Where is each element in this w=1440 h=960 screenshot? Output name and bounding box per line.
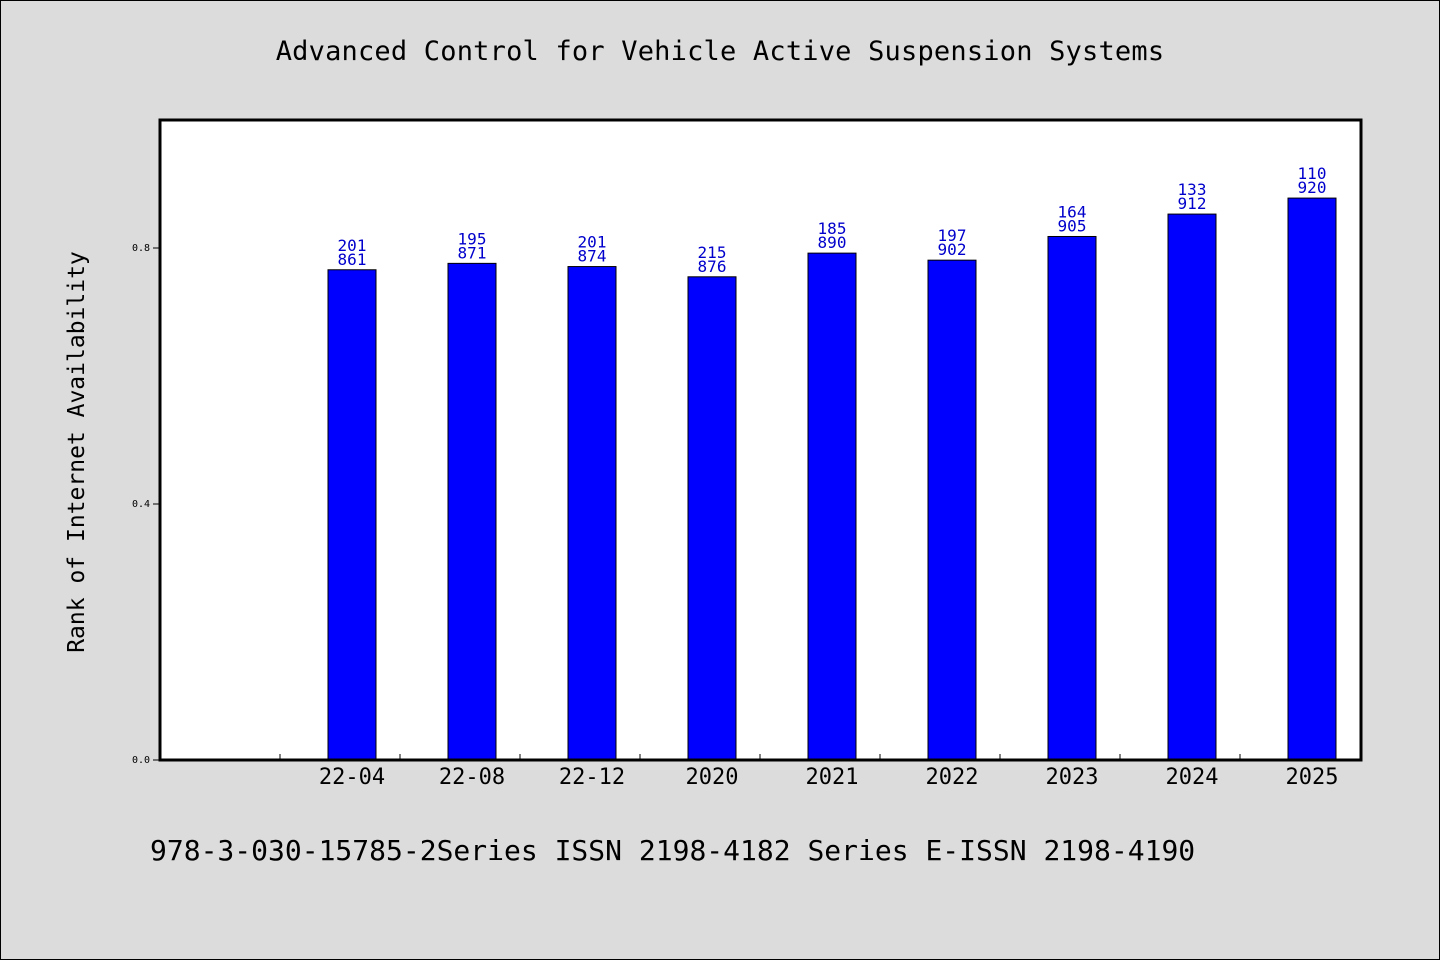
bar: [687, 276, 737, 761]
bar: [807, 252, 857, 761]
x-tick-label: 22-08: [439, 765, 505, 790]
data-label-top: 133: [1178, 180, 1207, 199]
x-tick-label: 2025: [1286, 765, 1339, 790]
data-label-top: 215: [698, 243, 727, 262]
chart-title: Advanced Control for Vehicle Active Susp…: [275, 36, 1165, 67]
bar: [1047, 235, 1097, 761]
data-label-top: 197: [938, 226, 967, 245]
plot-border: [158, 118, 1363, 762]
x-tick-label: 2024: [1166, 765, 1219, 790]
data-label-top: 201: [578, 233, 607, 252]
y-tick-label: 0.8: [132, 243, 150, 254]
x-tick-label: 2023: [1046, 765, 1099, 790]
bar: [567, 266, 617, 761]
data-label-bottom: 920: [1298, 178, 1327, 197]
x-tick-label: 2022: [926, 765, 979, 790]
x-tick-label: 22-12: [559, 765, 625, 790]
data-label-bottom: 876: [698, 257, 727, 276]
data-label-bottom: 874: [578, 247, 607, 266]
data-label-bottom: 890: [818, 233, 847, 252]
bar: [927, 259, 977, 761]
bar: [1167, 213, 1217, 761]
data-label-top: 201: [338, 236, 367, 255]
bar: [1287, 197, 1337, 761]
footer-text: 978-3-030-15785-2Series ISSN 2198-4182 S…: [150, 834, 1196, 867]
data-label-top: 195: [458, 229, 487, 248]
bar: [327, 269, 377, 761]
data-label-bottom: 861: [338, 250, 367, 269]
bar: [447, 262, 497, 761]
data-label-bottom: 912: [1178, 194, 1207, 213]
data-label-top: 110: [1298, 164, 1327, 183]
data-label-bottom: 902: [938, 240, 967, 259]
data-label-bottom: 905: [1058, 216, 1087, 235]
x-tick-label: 22-04: [319, 765, 385, 790]
x-tick-label: 2021: [806, 765, 859, 790]
data-label-top: 185: [818, 219, 847, 238]
data-label-bottom: 871: [458, 243, 487, 262]
data-label-top: 164: [1058, 202, 1087, 221]
y-tick-label: 0.4: [132, 499, 150, 510]
x-tick-label: 2020: [686, 765, 739, 790]
y-tick-label: 0.0: [132, 755, 150, 766]
